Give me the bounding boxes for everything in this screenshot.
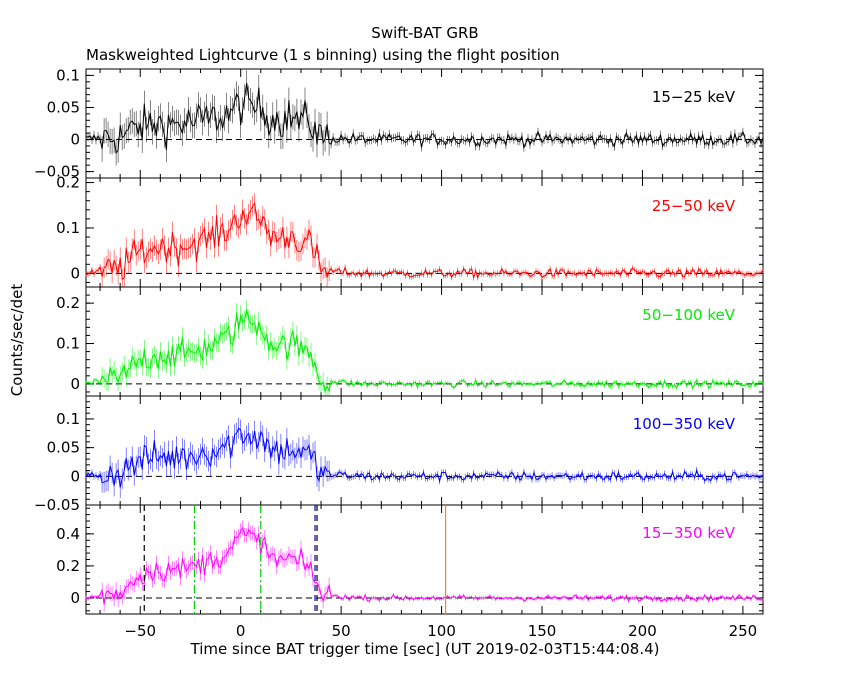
y-tick-label: 0 [70,467,80,485]
y-tick-label: 0.05 [47,439,80,457]
y-tick-label: 0.1 [56,66,80,84]
y-tick-label: 0.4 [56,525,80,543]
x-tick-label: 150 [528,622,557,640]
panel-4: −0.05 0 0.05 0.1 100−350 keV [34,395,764,514]
panel-3: 0 0.1 0.2 50−100 keV [56,286,764,397]
panel-frame [85,177,764,288]
y-tick-label: 0.2 [56,174,80,192]
y-tick-label: 0 [70,131,80,149]
chart-subtitle: Maskweighted Lightcurve (1 s binning) us… [86,46,560,64]
lightcurve-series [85,309,764,394]
band-label: 25−50 keV [652,197,736,215]
x-tick-label: 100 [427,622,456,640]
y-axis-label: Counts/sec/det [8,284,26,397]
y-tick-label: 0.1 [56,335,80,353]
panel-1: −0.05 0 0.05 0.1 15−25 keV [34,66,764,181]
x-tick-labels: −50 0 50 100 150 200 250 [124,622,757,640]
x-tick-label: 50 [332,622,351,640]
panel-frame [85,395,764,506]
lightcurve-series [85,526,763,605]
band-label: 50−100 keV [642,306,735,324]
lightcurve-series [85,82,764,155]
chart-title: Swift-BAT GRB [371,24,478,42]
y-tick-label: 0 [70,375,80,393]
y-tick-label: 0.2 [56,557,80,575]
y-tick-label: 0.2 [56,294,80,312]
x-tick-label: 250 [729,622,758,640]
band-label: 15−25 keV [652,88,736,106]
y-tick-label: 0.05 [47,98,80,116]
panel-frame [85,286,764,397]
x-tick-label: 0 [236,622,246,640]
x-tick-label: −50 [124,622,156,640]
band-label: 100−350 keV [633,415,736,433]
y-tick-label: −0.05 [34,163,80,181]
panel-frame [85,68,764,179]
y-tick-label: 0 [70,589,80,607]
lightcurve-series [85,201,764,281]
y-tick-label: 0.1 [56,219,80,237]
lightcurve-series [85,427,764,488]
y-tick-label: 0 [70,264,80,282]
panel-5: 0 0.2 0.4 15−350 keV [56,504,764,615]
x-axis-label: Time since BAT trigger time [sec] (UT 20… [190,640,660,658]
band-label: 15−350 keV [642,524,735,542]
y-tick-label: 0.1 [56,410,80,428]
x-tick-label: 200 [628,622,657,640]
y-tick-label: −0.05 [34,496,80,514]
panel-2: 0 0.1 0.2 25−50 keV [56,174,764,288]
